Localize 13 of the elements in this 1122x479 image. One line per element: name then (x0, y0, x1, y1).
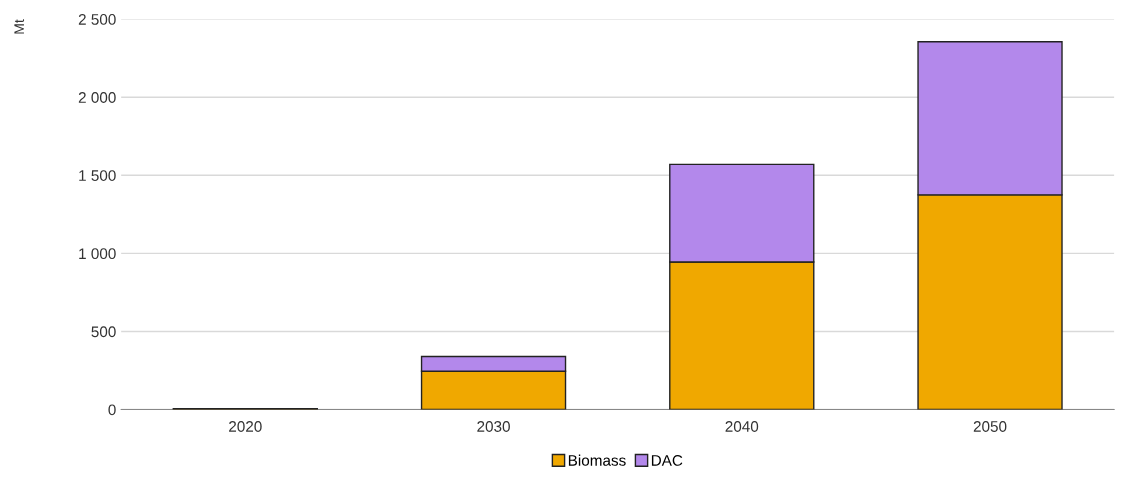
x-tick-label: 2040 (725, 421, 759, 432)
y-tick-label: 2 000 (78, 92, 116, 103)
x-tick-label: 2030 (477, 421, 510, 432)
y-tick-label: 1 500 (79, 170, 116, 181)
y-axis-title: Mt (14, 19, 25, 34)
y-tick-label: 2 500 (78, 14, 116, 25)
y-tick-label: 1 000 (79, 248, 116, 260)
legend-label: Biomass (568, 454, 626, 466)
x-tick-label: 2020 (229, 421, 262, 432)
x-tick-label: 2050 (973, 421, 1007, 432)
y-tick-label: 0 (108, 404, 116, 416)
legend-label: DAC (651, 455, 683, 466)
y-tick-label: 500 (91, 326, 116, 338)
